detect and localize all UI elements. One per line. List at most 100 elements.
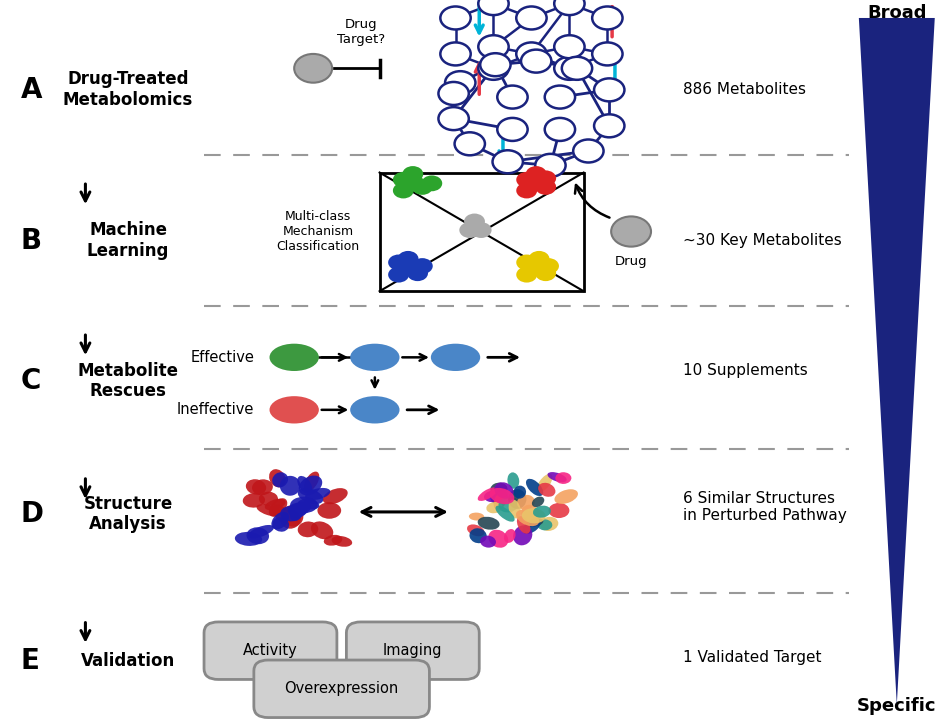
Ellipse shape bbox=[484, 490, 503, 503]
Text: E: E bbox=[21, 648, 40, 675]
Ellipse shape bbox=[509, 500, 521, 518]
Ellipse shape bbox=[549, 503, 569, 518]
Ellipse shape bbox=[540, 517, 558, 531]
Ellipse shape bbox=[271, 512, 289, 529]
Ellipse shape bbox=[526, 518, 544, 527]
Circle shape bbox=[388, 255, 409, 270]
Circle shape bbox=[554, 57, 585, 80]
Ellipse shape bbox=[247, 527, 269, 544]
Text: Machine
Learning: Machine Learning bbox=[87, 221, 169, 260]
Circle shape bbox=[545, 118, 575, 141]
Ellipse shape bbox=[523, 519, 541, 534]
Ellipse shape bbox=[323, 488, 347, 504]
Text: Drug-Treated
Metabolomics: Drug-Treated Metabolomics bbox=[63, 70, 194, 109]
Ellipse shape bbox=[521, 505, 540, 522]
Text: ~30 Key Metabolites: ~30 Key Metabolites bbox=[683, 234, 842, 248]
Circle shape bbox=[464, 214, 485, 229]
Ellipse shape bbox=[477, 517, 499, 530]
Circle shape bbox=[294, 54, 332, 83]
Ellipse shape bbox=[290, 497, 318, 513]
Circle shape bbox=[478, 57, 509, 80]
Ellipse shape bbox=[486, 502, 503, 513]
Circle shape bbox=[407, 265, 428, 281]
Circle shape bbox=[562, 57, 592, 80]
Ellipse shape bbox=[493, 490, 508, 510]
Circle shape bbox=[592, 42, 623, 65]
Text: Multi-class
Mechanism
Classification: Multi-class Mechanism Classification bbox=[276, 210, 360, 253]
Ellipse shape bbox=[538, 482, 555, 497]
Ellipse shape bbox=[270, 470, 286, 487]
Circle shape bbox=[478, 35, 509, 58]
Circle shape bbox=[438, 107, 469, 130]
Ellipse shape bbox=[350, 396, 400, 423]
Circle shape bbox=[545, 86, 575, 109]
Ellipse shape bbox=[298, 488, 324, 504]
Text: 6 Similar Structures
in Perturbed Pathway: 6 Similar Structures in Perturbed Pathwa… bbox=[683, 490, 847, 523]
Ellipse shape bbox=[305, 488, 330, 500]
Text: 886 Metabolites: 886 Metabolites bbox=[683, 83, 807, 97]
Ellipse shape bbox=[269, 498, 288, 517]
Ellipse shape bbox=[272, 472, 288, 487]
Circle shape bbox=[402, 173, 423, 189]
Ellipse shape bbox=[469, 513, 484, 521]
Ellipse shape bbox=[331, 536, 352, 546]
Text: 1 Validated Target: 1 Validated Target bbox=[683, 651, 822, 665]
Ellipse shape bbox=[317, 503, 342, 519]
Ellipse shape bbox=[498, 496, 518, 513]
Ellipse shape bbox=[289, 501, 311, 516]
Circle shape bbox=[412, 179, 433, 195]
Ellipse shape bbox=[504, 529, 515, 543]
Ellipse shape bbox=[270, 396, 319, 423]
Circle shape bbox=[554, 35, 585, 58]
Ellipse shape bbox=[522, 508, 546, 523]
Circle shape bbox=[554, 0, 585, 15]
Circle shape bbox=[521, 50, 551, 73]
Circle shape bbox=[611, 216, 651, 247]
Ellipse shape bbox=[513, 526, 532, 545]
Ellipse shape bbox=[490, 488, 514, 504]
Ellipse shape bbox=[477, 487, 497, 501]
Circle shape bbox=[445, 71, 475, 94]
Text: Specific: Specific bbox=[857, 697, 937, 715]
Ellipse shape bbox=[297, 476, 312, 493]
Ellipse shape bbox=[517, 495, 535, 510]
Circle shape bbox=[497, 118, 528, 141]
Ellipse shape bbox=[489, 530, 509, 548]
Ellipse shape bbox=[259, 492, 278, 506]
Circle shape bbox=[440, 6, 471, 29]
Circle shape bbox=[526, 173, 547, 189]
Ellipse shape bbox=[508, 472, 519, 489]
Circle shape bbox=[526, 166, 547, 182]
Text: Drug
Target?: Drug Target? bbox=[337, 18, 384, 46]
Ellipse shape bbox=[298, 499, 320, 510]
Circle shape bbox=[516, 6, 547, 29]
Ellipse shape bbox=[249, 525, 274, 538]
Circle shape bbox=[594, 78, 624, 101]
Ellipse shape bbox=[246, 480, 266, 495]
Text: Overexpression: Overexpression bbox=[285, 682, 399, 696]
Ellipse shape bbox=[537, 474, 552, 492]
Circle shape bbox=[535, 179, 556, 195]
Ellipse shape bbox=[272, 517, 289, 532]
Circle shape bbox=[516, 267, 537, 283]
Ellipse shape bbox=[324, 535, 343, 546]
Circle shape bbox=[393, 172, 414, 188]
Circle shape bbox=[516, 42, 547, 65]
Ellipse shape bbox=[350, 344, 400, 371]
Circle shape bbox=[493, 150, 523, 173]
Ellipse shape bbox=[531, 497, 545, 507]
Circle shape bbox=[594, 114, 624, 137]
Ellipse shape bbox=[491, 490, 507, 504]
Ellipse shape bbox=[243, 493, 265, 508]
Circle shape bbox=[398, 251, 419, 267]
Ellipse shape bbox=[470, 528, 487, 544]
Ellipse shape bbox=[256, 504, 282, 516]
FancyBboxPatch shape bbox=[346, 622, 479, 679]
Ellipse shape bbox=[304, 472, 319, 492]
Ellipse shape bbox=[491, 482, 508, 495]
Circle shape bbox=[388, 267, 409, 283]
Text: A: A bbox=[21, 76, 43, 104]
Ellipse shape bbox=[234, 532, 262, 546]
Ellipse shape bbox=[554, 489, 578, 504]
Text: Effective: Effective bbox=[191, 350, 254, 365]
